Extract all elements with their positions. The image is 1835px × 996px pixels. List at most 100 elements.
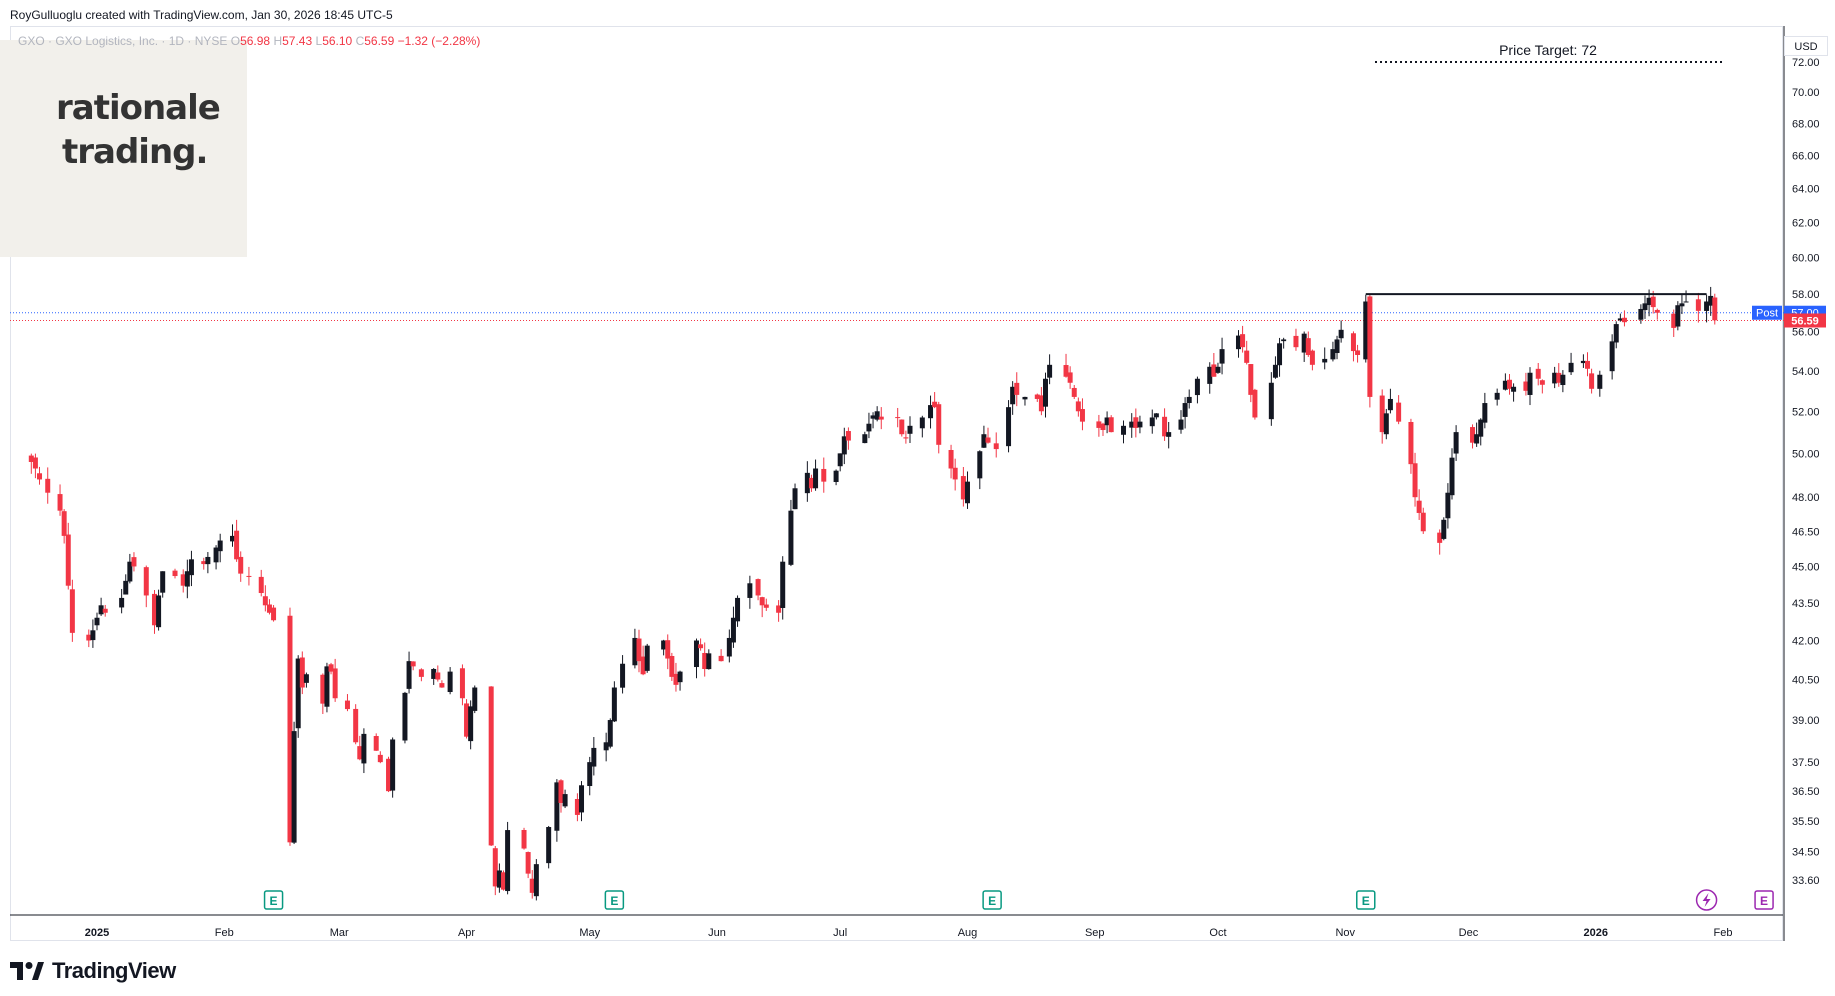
candle-body bbox=[1506, 379, 1512, 389]
candle-body bbox=[303, 674, 309, 683]
price-tick-label: 52.00 bbox=[1792, 406, 1820, 418]
last-price-tag: 56.59 bbox=[1791, 315, 1819, 327]
candle-body bbox=[377, 754, 383, 763]
candle-body bbox=[1470, 427, 1476, 443]
candle-body bbox=[1539, 380, 1545, 385]
earnings-icon[interactable] bbox=[982, 890, 1002, 910]
candle-body bbox=[952, 467, 958, 480]
candle-body bbox=[837, 453, 843, 467]
candle-body bbox=[1387, 398, 1393, 411]
candle-body bbox=[45, 478, 51, 493]
candle-body bbox=[1437, 532, 1443, 543]
candle-body bbox=[295, 658, 301, 729]
candle-body bbox=[1527, 372, 1533, 395]
close-label: C bbox=[355, 34, 365, 48]
candle-body bbox=[332, 668, 338, 699]
candle-body bbox=[932, 401, 938, 408]
candle-body bbox=[102, 608, 108, 613]
tradingview-icon bbox=[10, 962, 44, 980]
candle-body bbox=[1408, 421, 1414, 465]
candle-body bbox=[1133, 417, 1139, 428]
candle-body bbox=[324, 666, 330, 707]
candle-body bbox=[903, 437, 909, 439]
candle-body bbox=[813, 468, 819, 489]
earnings-icon[interactable] bbox=[1356, 890, 1376, 910]
candle-body bbox=[213, 547, 219, 563]
candle-body bbox=[1075, 401, 1081, 412]
candle-body bbox=[1293, 335, 1299, 348]
price-tick-label: 66.00 bbox=[1792, 150, 1820, 162]
price-tick-label: 33.60 bbox=[1792, 875, 1820, 887]
candle-body bbox=[246, 575, 252, 577]
candle-body bbox=[1560, 374, 1566, 386]
candle-body bbox=[65, 534, 71, 586]
watermark-line-1: rationale bbox=[56, 88, 221, 128]
candle-body bbox=[1621, 317, 1627, 323]
lightning-glyph bbox=[1702, 893, 1711, 907]
candle-body bbox=[706, 653, 712, 670]
price-tick-label: 36.50 bbox=[1792, 786, 1820, 798]
candle-body bbox=[357, 746, 363, 760]
last-price-tag-bg bbox=[1784, 313, 1826, 328]
earnings-icon-label: E bbox=[610, 894, 618, 908]
candle-body bbox=[435, 672, 441, 680]
earnings-icon[interactable] bbox=[604, 890, 625, 910]
candle-body bbox=[1478, 419, 1484, 437]
candle-body bbox=[151, 593, 157, 626]
time-tick-label: Nov bbox=[1335, 927, 1355, 939]
candle-body bbox=[1215, 366, 1221, 373]
time-tick-label: Sep bbox=[1085, 927, 1105, 939]
candle-body bbox=[841, 436, 847, 455]
candle-body bbox=[558, 780, 564, 803]
watermark-line-2: trading. bbox=[62, 132, 208, 172]
candle-body bbox=[98, 605, 104, 615]
change-value: −1.32 (−2.28%) bbox=[397, 34, 481, 48]
time-tick-label: Mar bbox=[330, 927, 349, 939]
candle-body bbox=[353, 708, 359, 743]
candle-body bbox=[833, 470, 839, 482]
candle-body bbox=[37, 473, 43, 480]
candle-body bbox=[1149, 417, 1155, 427]
candle-body bbox=[808, 477, 814, 489]
candle-body bbox=[1585, 360, 1590, 369]
candle-body bbox=[1305, 338, 1311, 355]
chart-pane[interactable] bbox=[10, 26, 1783, 941]
candle-body bbox=[234, 530, 240, 560]
candle-body bbox=[1568, 362, 1574, 373]
candle-body bbox=[1277, 343, 1283, 366]
candle-body bbox=[1063, 365, 1069, 377]
candle-body bbox=[792, 488, 798, 510]
candle-body bbox=[1178, 419, 1184, 430]
candle-body bbox=[266, 604, 272, 613]
candle-body bbox=[1272, 364, 1278, 378]
open-label: O bbox=[230, 34, 241, 48]
candle-body bbox=[464, 703, 470, 737]
price-tick-label: 43.50 bbox=[1792, 598, 1820, 610]
price-tick-label: 34.50 bbox=[1792, 847, 1820, 859]
candle-body bbox=[402, 692, 408, 741]
price-tick-label: 45.00 bbox=[1792, 561, 1820, 573]
candle-body bbox=[1494, 392, 1500, 400]
low-label: L bbox=[315, 34, 323, 48]
price-tick-label: 58.00 bbox=[1792, 289, 1820, 301]
candle-body bbox=[1552, 372, 1558, 384]
tradingview-logo[interactable]: TradingView bbox=[10, 958, 176, 984]
earnings-icon[interactable] bbox=[263, 890, 284, 910]
candle-body bbox=[291, 731, 297, 843]
candle-body bbox=[1412, 463, 1418, 498]
candle-body bbox=[1449, 457, 1455, 496]
earnings-icon[interactable] bbox=[1754, 890, 1774, 910]
symbol-legend[interactable]: GXO · GXO Logistics, Inc. · 1D · NYSE O5… bbox=[18, 34, 480, 48]
candle-body bbox=[718, 655, 724, 662]
candle-body bbox=[1355, 350, 1361, 355]
candle-body bbox=[188, 559, 194, 576]
candle-body bbox=[533, 864, 539, 897]
time-tick-label: 2026 bbox=[1583, 927, 1607, 939]
candle-body bbox=[1474, 434, 1480, 444]
currency-button[interactable]: USD bbox=[1784, 36, 1828, 56]
candle-body bbox=[669, 655, 675, 677]
candle-body bbox=[1248, 364, 1254, 395]
candle-body bbox=[521, 829, 527, 849]
candle-body bbox=[1043, 378, 1048, 407]
